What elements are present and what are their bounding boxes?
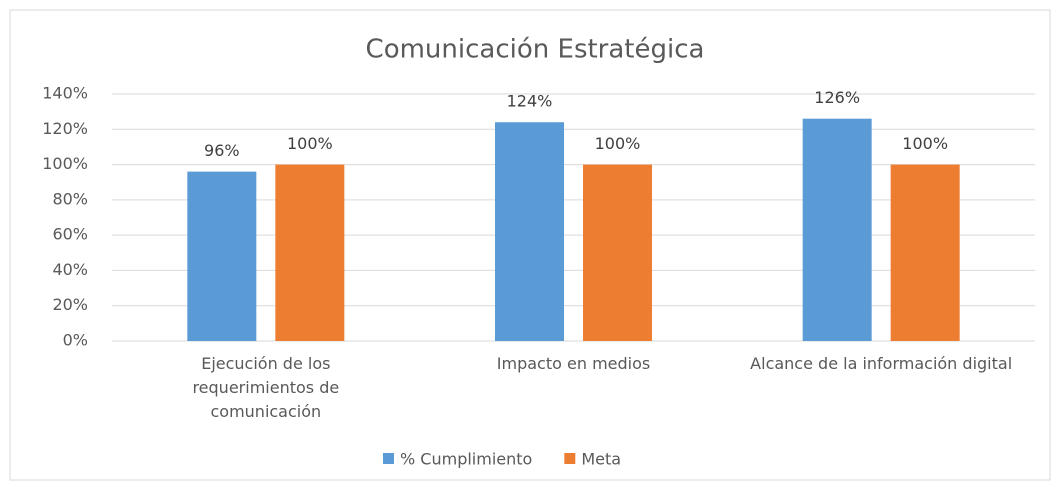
bar (495, 122, 564, 341)
data-label: 100% (902, 134, 948, 153)
x-tick-label: Alcance de la información digital (750, 354, 1013, 373)
data-label: 126% (814, 88, 860, 107)
data-label: 100% (595, 134, 641, 153)
chart-title: Comunicación Estratégica (366, 35, 705, 65)
legend-label: % Cumplimiento (400, 450, 532, 469)
y-tick-label: 40% (52, 260, 88, 279)
bar (187, 171, 257, 341)
legend-swatch (383, 453, 394, 464)
y-tick-label: 120% (42, 119, 88, 138)
data-label: 96% (204, 141, 240, 160)
y-tick-label: 140% (42, 84, 88, 103)
bar (890, 164, 960, 341)
x-tick-label: Ejecución de los requerimientos de comun… (192, 354, 340, 421)
bar (802, 118, 872, 341)
y-tick-label: 100% (42, 154, 88, 173)
bar (583, 164, 652, 341)
y-tick-label: 20% (52, 295, 88, 314)
y-tick-label: 0% (63, 331, 88, 350)
legend-swatch (564, 453, 576, 464)
legend-label: Meta (581, 450, 621, 469)
y-tick-label: 60% (52, 225, 88, 244)
data-label: 100% (287, 134, 333, 153)
data-label: 124% (507, 92, 553, 111)
bar (275, 164, 345, 341)
x-tick-label: Impacto en medios (496, 354, 651, 373)
y-tick-label: 80% (52, 189, 88, 208)
